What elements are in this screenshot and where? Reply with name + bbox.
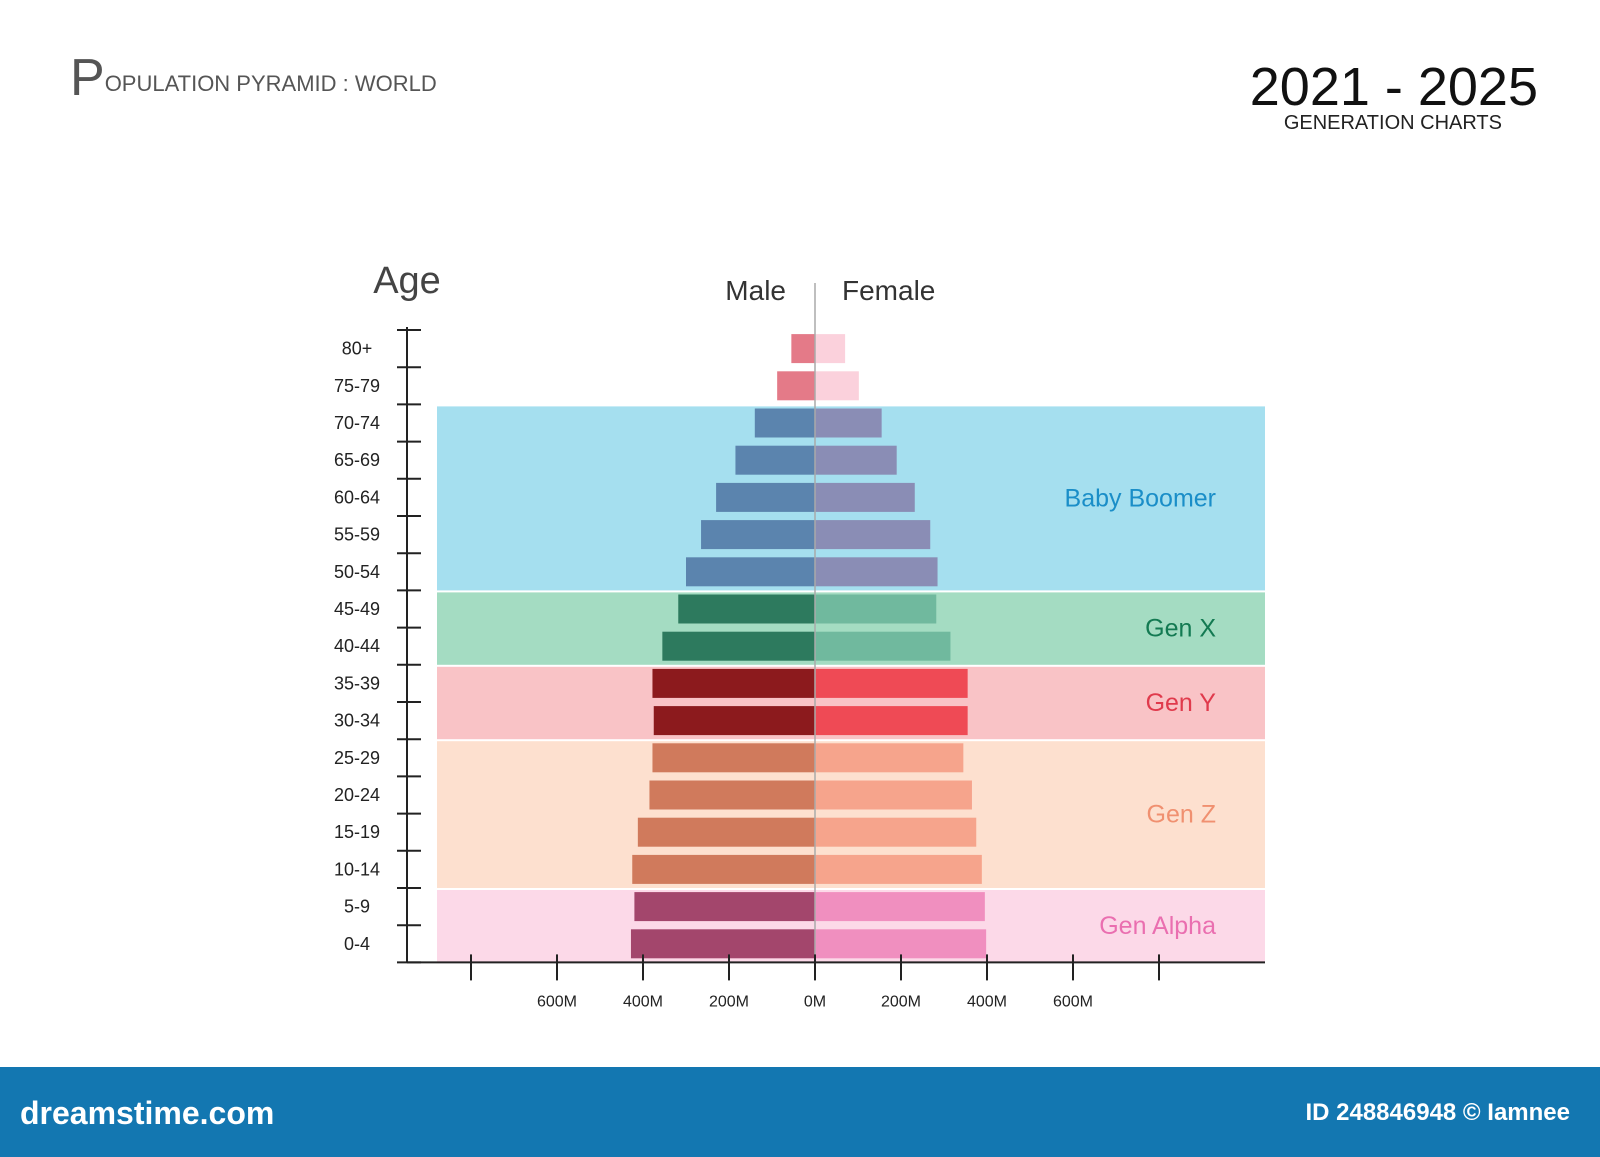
male-bar: [637, 817, 815, 847]
y-tick-label: 40-44: [334, 636, 380, 656]
y-tick-label: 25-29: [334, 748, 380, 768]
y-tick-label: 0-4: [344, 934, 370, 954]
y-tick-label: 80+: [342, 339, 373, 359]
female-bar: [815, 482, 915, 512]
female-bar: [815, 371, 859, 401]
male-bar: [735, 445, 815, 475]
y-tick-label: 20-24: [334, 785, 380, 805]
y-tick-label: 30-34: [334, 711, 380, 731]
y-tick-label: 60-64: [334, 487, 380, 507]
footer-brand[interactable]: dreamstime.com: [20, 1095, 275, 1131]
title-text: OPULATION PYRAMID : WORLD: [104, 71, 437, 96]
female-bar: [815, 854, 982, 884]
male-bar: [701, 520, 815, 550]
male-bar: [686, 557, 815, 587]
male-bar: [653, 706, 815, 736]
series-label-female: Female: [842, 275, 935, 306]
y-tick-label: 15-19: [334, 822, 380, 842]
population-pyramid-chart: 80+ 75-79 70-74 65-69 60-64 55-59 50-54 45-49 40…: [334, 260, 1265, 1010]
female-bar: [815, 520, 931, 550]
female-bar: [815, 631, 951, 661]
x-tick-label: 600M: [1053, 993, 1093, 1010]
male-bar: [630, 929, 815, 959]
y-tick-label: 55-59: [334, 525, 380, 545]
male-bar: [652, 668, 815, 698]
male-bar: [634, 892, 815, 922]
female-bar: [815, 334, 846, 364]
female-bar: [815, 668, 968, 698]
male-bar: [652, 743, 815, 773]
male-bar: [754, 408, 815, 438]
generation-label: Gen X: [1145, 615, 1216, 643]
male-bar: [777, 371, 815, 401]
y-tick-label: 45-49: [334, 599, 380, 619]
generation-label: Gen Alpha: [1099, 912, 1216, 940]
page-title: POPULATION PYRAMID : WORLD: [70, 52, 437, 104]
x-tick-label: 400M: [623, 993, 663, 1010]
y-tick-label: 5-9: [344, 897, 370, 917]
female-bar: [815, 706, 968, 736]
x-tick-label: 400M: [967, 993, 1007, 1010]
female-bar: [815, 817, 977, 847]
female-bar: [815, 557, 938, 587]
male-bar: [662, 631, 815, 661]
female-bar: [815, 408, 882, 438]
female-bar: [815, 929, 987, 959]
year-range-subtitle: GENERATION CHARTS: [1283, 112, 1502, 134]
x-tick-label: 200M: [709, 993, 749, 1010]
title-initial: P: [70, 49, 105, 107]
y-tick-label: 70-74: [334, 413, 380, 433]
y-axis-title: Age: [373, 260, 441, 302]
x-tick-label: 600M: [537, 993, 577, 1010]
male-bar: [649, 780, 815, 810]
generation-label: Baby Boomer: [1065, 484, 1216, 512]
female-bar: [815, 780, 972, 810]
male-bar: [632, 854, 815, 884]
y-tick-label: 75-79: [334, 376, 380, 396]
female-bar: [815, 743, 964, 773]
generation-label: Gen Z: [1147, 801, 1216, 829]
y-tick-label: 10-14: [334, 859, 380, 879]
female-bar: [815, 594, 937, 624]
male-bar: [678, 594, 815, 624]
generation-label: Gen Y: [1146, 689, 1217, 717]
y-tick-label: 65-69: [334, 450, 380, 470]
male-bar: [791, 334, 815, 364]
x-tick-label: 200M: [881, 993, 921, 1010]
y-tick-label: 50-54: [334, 562, 380, 582]
footer-id: ID 248846948 © Iamnee: [1305, 1099, 1570, 1126]
series-label-male: Male: [725, 275, 786, 306]
female-bar: [815, 892, 985, 922]
footer-bar: dreamstime.com ID 248846948 © Iamnee: [0, 1067, 1600, 1157]
male-bar: [716, 482, 815, 512]
x-tick-label: 0M: [804, 993, 826, 1010]
female-bar: [815, 445, 897, 475]
y-tick-label: 35-39: [334, 673, 380, 693]
year-range-title: 2021 - 2025: [1249, 57, 1538, 117]
